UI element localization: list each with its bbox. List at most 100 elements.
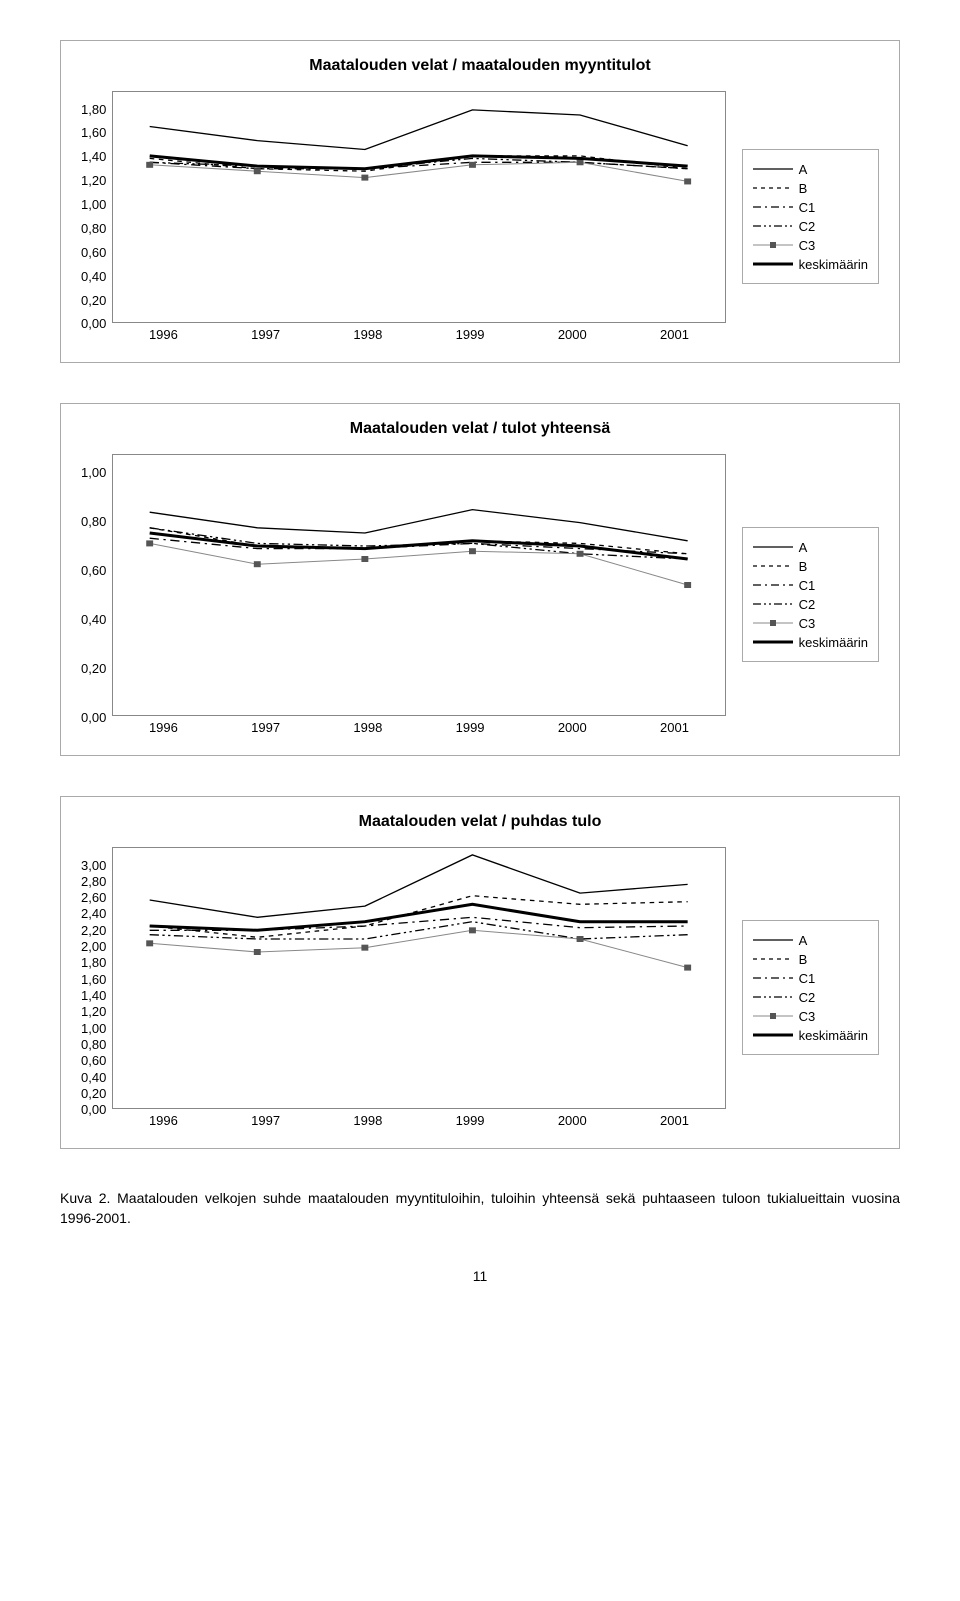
chart-panel-2: Maatalouden velat / puhdas tulo3,002,802… bbox=[60, 796, 900, 1149]
legend-swatch bbox=[753, 970, 793, 986]
y-tick: 2,00 bbox=[81, 939, 106, 954]
legend-swatch bbox=[753, 1008, 793, 1024]
plot-area bbox=[112, 847, 725, 1109]
legend-label: keskimäärin bbox=[799, 257, 868, 272]
legend-item: A bbox=[753, 539, 868, 555]
legend-swatch bbox=[753, 180, 793, 196]
y-tick: 1,20 bbox=[81, 1004, 106, 1019]
x-axis: 199619971998199920002001 bbox=[112, 1113, 725, 1128]
y-tick: 3,00 bbox=[81, 858, 106, 873]
y-axis: 1,000,800,600,400,200,00 bbox=[81, 465, 112, 725]
x-tick: 2000 bbox=[521, 327, 623, 342]
y-tick: 1,80 bbox=[81, 955, 106, 970]
y-tick: 1,60 bbox=[81, 972, 106, 987]
y-tick: 1,20 bbox=[81, 173, 106, 188]
legend-swatch bbox=[753, 161, 793, 177]
legend-item: C2 bbox=[753, 596, 868, 612]
legend-item: C3 bbox=[753, 1008, 868, 1024]
legend-swatch bbox=[753, 989, 793, 1005]
legend-label: keskimäärin bbox=[799, 635, 868, 650]
legend-label: C1 bbox=[799, 971, 816, 986]
legend-item: B bbox=[753, 558, 868, 574]
chart-title: Maatalouden velat / puhdas tulo bbox=[81, 813, 879, 831]
y-tick: 0,40 bbox=[81, 612, 106, 627]
legend-item: C1 bbox=[753, 970, 868, 986]
y-tick: 1,00 bbox=[81, 1021, 106, 1036]
x-tick: 1997 bbox=[215, 1113, 317, 1128]
legend-label: B bbox=[799, 559, 808, 574]
legend: AB C1 C2 C3 keskimäärin bbox=[742, 149, 879, 284]
legend-swatch bbox=[753, 199, 793, 215]
chart-title: Maatalouden velat / tulot yhteensä bbox=[81, 420, 879, 438]
legend-label: A bbox=[799, 162, 808, 177]
y-tick: 0,00 bbox=[81, 316, 106, 331]
legend-item: C1 bbox=[753, 577, 868, 593]
x-tick: 1996 bbox=[112, 327, 214, 342]
legend-swatch bbox=[753, 634, 793, 650]
legend: AB C1 C2 C3 keskimäärin bbox=[742, 920, 879, 1055]
chart-panel-0: Maatalouden velat / maatalouden myyntitu… bbox=[60, 40, 900, 363]
x-tick: 1997 bbox=[215, 327, 317, 342]
legend-item: B bbox=[753, 951, 868, 967]
x-tick: 1999 bbox=[419, 720, 521, 735]
y-tick: 1,40 bbox=[81, 988, 106, 1003]
x-tick: 1997 bbox=[215, 720, 317, 735]
y-tick: 0,80 bbox=[81, 1037, 106, 1052]
legend-swatch bbox=[753, 1027, 793, 1043]
x-tick: 2000 bbox=[521, 1113, 623, 1128]
y-tick: 1,80 bbox=[81, 102, 106, 117]
x-axis: 199619971998199920002001 bbox=[112, 327, 725, 342]
legend-label: C1 bbox=[799, 200, 816, 215]
legend-item: C3 bbox=[753, 237, 868, 253]
legend-label: B bbox=[799, 181, 808, 196]
legend-label: B bbox=[799, 952, 808, 967]
legend-item: C1 bbox=[753, 199, 868, 215]
x-tick: 1998 bbox=[317, 1113, 419, 1128]
x-tick: 1996 bbox=[112, 720, 214, 735]
x-tick: 2001 bbox=[623, 1113, 725, 1128]
y-tick: 1,40 bbox=[81, 149, 106, 164]
legend-label: C2 bbox=[799, 597, 816, 612]
y-tick: 0,80 bbox=[81, 514, 106, 529]
legend-swatch bbox=[753, 558, 793, 574]
x-tick: 1996 bbox=[112, 1113, 214, 1128]
y-tick: 0,00 bbox=[81, 1102, 106, 1117]
x-tick: 1999 bbox=[419, 1113, 521, 1128]
y-tick: 0,40 bbox=[81, 269, 106, 284]
legend-label: keskimäärin bbox=[799, 1028, 868, 1043]
legend-label: C3 bbox=[799, 616, 816, 631]
legend-swatch bbox=[753, 577, 793, 593]
x-axis: 199619971998199920002001 bbox=[112, 720, 725, 735]
y-tick: 0,60 bbox=[81, 245, 106, 260]
x-tick: 1998 bbox=[317, 327, 419, 342]
legend-label: C2 bbox=[799, 219, 816, 234]
y-tick: 2,60 bbox=[81, 890, 106, 905]
legend-swatch bbox=[753, 256, 793, 272]
legend-item: keskimäärin bbox=[753, 1027, 868, 1043]
y-tick: 0,40 bbox=[81, 1070, 106, 1085]
y-tick: 0,00 bbox=[81, 710, 106, 725]
legend-label: A bbox=[799, 933, 808, 948]
legend-label: C2 bbox=[799, 990, 816, 1005]
y-tick: 0,20 bbox=[81, 661, 106, 676]
y-tick: 0,80 bbox=[81, 221, 106, 236]
legend-swatch bbox=[753, 932, 793, 948]
y-axis: 3,002,802,602,402,202,001,801,601,401,20… bbox=[81, 858, 112, 1118]
y-tick: 1,00 bbox=[81, 197, 106, 212]
plot-area bbox=[112, 91, 725, 323]
legend-item: B bbox=[753, 180, 868, 196]
x-tick: 1999 bbox=[419, 327, 521, 342]
legend-item: keskimäärin bbox=[753, 634, 868, 650]
legend-label: A bbox=[799, 540, 808, 555]
y-tick: 1,60 bbox=[81, 125, 106, 140]
page-number: 11 bbox=[60, 1268, 900, 1284]
figure-caption: Kuva 2. Maatalouden velkojen suhde maata… bbox=[60, 1189, 900, 1228]
legend-swatch bbox=[753, 615, 793, 631]
legend-label: C1 bbox=[799, 578, 816, 593]
legend-swatch bbox=[753, 539, 793, 555]
legend-item: A bbox=[753, 161, 868, 177]
chart-title: Maatalouden velat / maatalouden myyntitu… bbox=[81, 57, 879, 75]
y-tick: 0,20 bbox=[81, 293, 106, 308]
chart-panel-1: Maatalouden velat / tulot yhteensä1,000,… bbox=[60, 403, 900, 756]
plot-area bbox=[112, 454, 725, 716]
